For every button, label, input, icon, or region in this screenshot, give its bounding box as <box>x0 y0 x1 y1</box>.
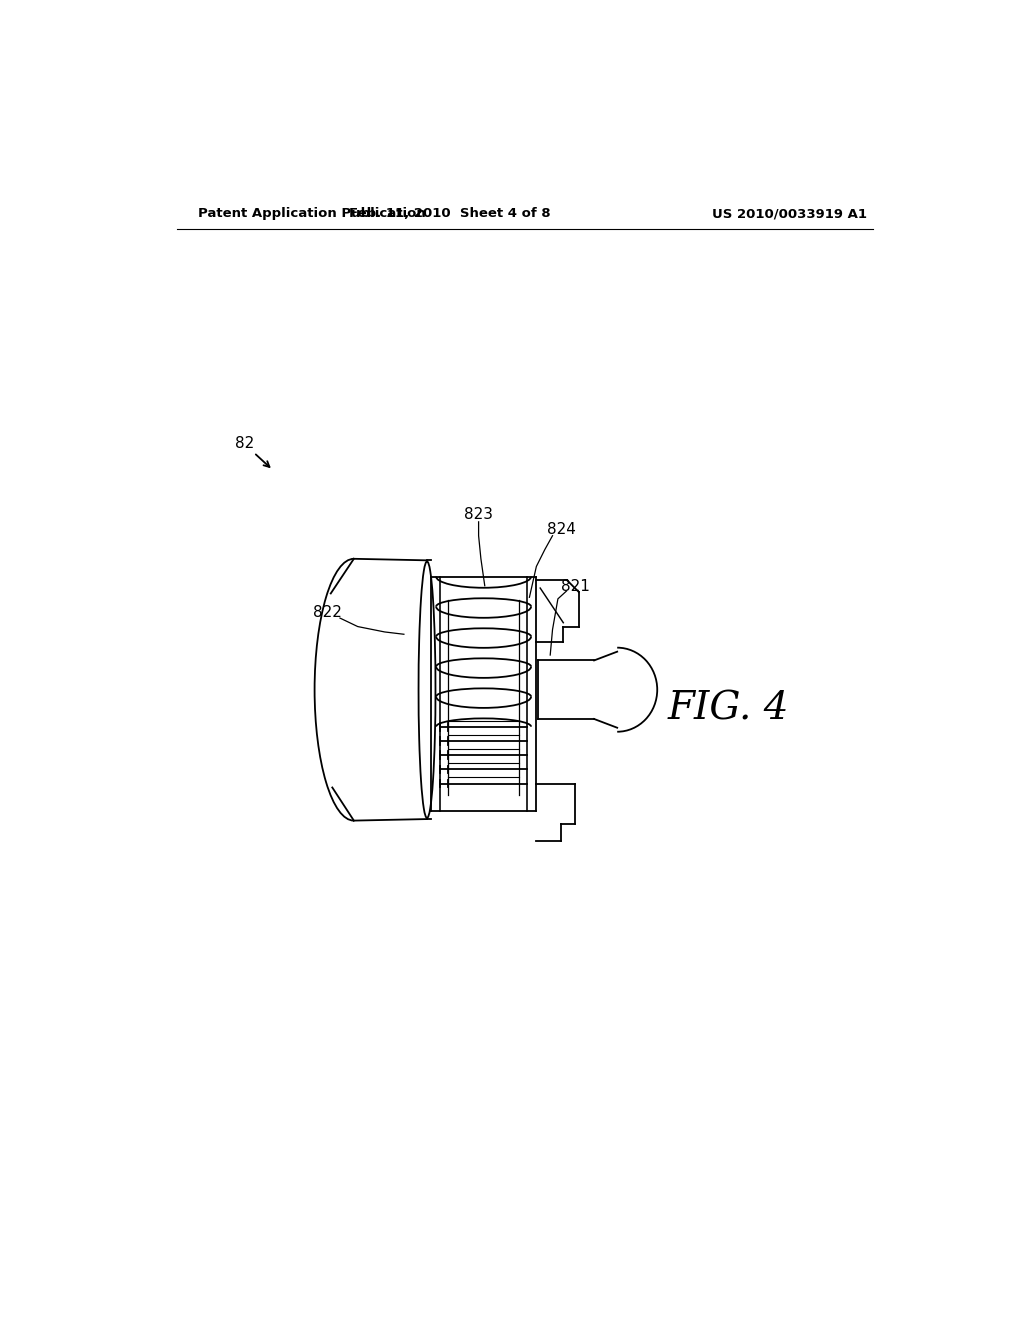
Text: Patent Application Publication: Patent Application Publication <box>199 207 426 220</box>
Text: US 2010/0033919 A1: US 2010/0033919 A1 <box>712 207 867 220</box>
Text: 82: 82 <box>234 436 254 451</box>
Text: 824: 824 <box>547 521 577 537</box>
Text: 823: 823 <box>464 507 494 521</box>
Text: Feb. 11, 2010  Sheet 4 of 8: Feb. 11, 2010 Sheet 4 of 8 <box>349 207 551 220</box>
Text: 822: 822 <box>313 605 342 620</box>
Text: FIG. 4: FIG. 4 <box>668 690 790 727</box>
Text: 821: 821 <box>561 579 590 594</box>
